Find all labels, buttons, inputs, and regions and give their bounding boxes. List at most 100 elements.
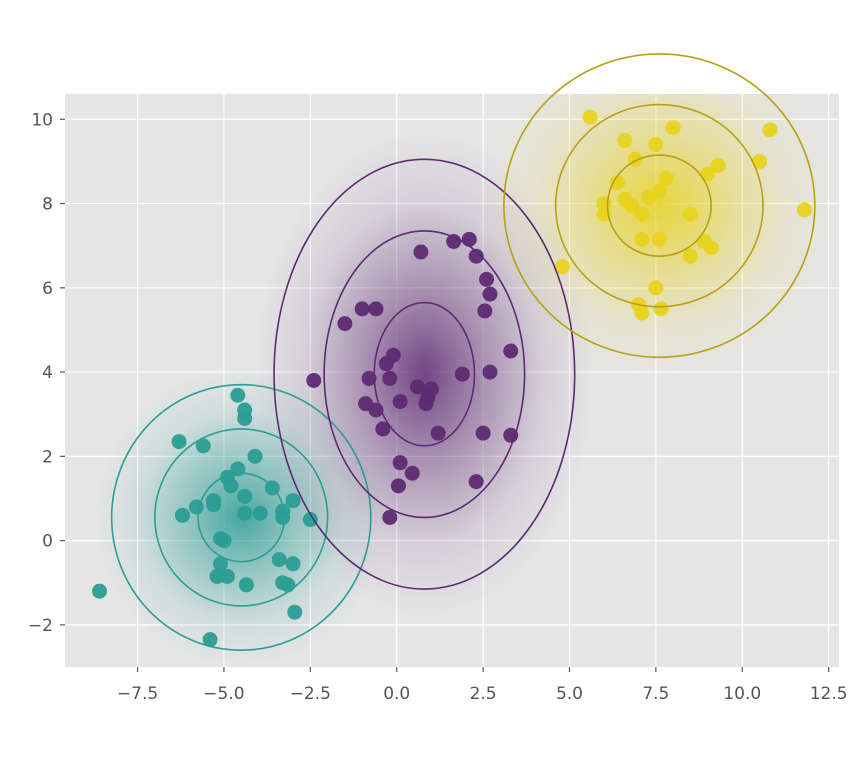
- data-point: [482, 364, 498, 380]
- x-tick-label: −5.0: [203, 684, 244, 704]
- data-point: [382, 370, 398, 386]
- data-point: [582, 109, 598, 125]
- data-point: [404, 465, 420, 481]
- y-tick-label: 8: [42, 195, 53, 215]
- data-point: [375, 421, 391, 437]
- data-point: [796, 202, 812, 218]
- data-point: [174, 507, 190, 523]
- cluster-contour: [154, 428, 329, 607]
- data-point: [252, 505, 268, 521]
- data-point: [700, 166, 716, 182]
- x-tick-label: 12.5: [810, 684, 848, 704]
- data-point: [171, 434, 187, 450]
- data-point: [92, 583, 108, 599]
- data-point: [479, 271, 495, 287]
- cluster-contour: [554, 103, 764, 308]
- data-point: [368, 301, 384, 317]
- data-point: [237, 410, 253, 426]
- data-point: [648, 137, 664, 153]
- data-point: [247, 448, 263, 464]
- data-point: [285, 493, 301, 509]
- data-point: [354, 301, 370, 317]
- data-point: [390, 478, 406, 494]
- data-point: [238, 577, 254, 593]
- data-point: [423, 381, 439, 397]
- data-point: [206, 497, 222, 513]
- x-tick-label: −7.5: [117, 684, 158, 704]
- data-point: [230, 387, 246, 403]
- data-point: [392, 394, 408, 410]
- data-point: [610, 174, 626, 190]
- data-point: [237, 505, 253, 521]
- data-point: [653, 301, 669, 317]
- data-point: [237, 488, 253, 504]
- cluster-contour: [606, 154, 712, 258]
- data-point: [209, 568, 225, 584]
- y-tick-label: 2: [42, 447, 53, 467]
- data-point: [651, 183, 667, 199]
- data-point: [413, 244, 429, 260]
- y-tick-label: 4: [42, 363, 53, 383]
- cluster-contour: [373, 301, 476, 447]
- data-point: [648, 280, 664, 296]
- data-point: [337, 316, 353, 332]
- data-point: [752, 153, 768, 169]
- y-tick-label: 6: [42, 279, 53, 299]
- data-point: [468, 474, 484, 490]
- data-point: [762, 122, 778, 138]
- data-point: [382, 509, 398, 525]
- y-tick-label: −2: [28, 616, 53, 636]
- data-point: [468, 248, 484, 264]
- data-point: [665, 120, 681, 136]
- data-point: [446, 233, 462, 249]
- cluster-contour: [273, 158, 576, 590]
- cluster-density: [483, 94, 836, 378]
- data-point: [461, 231, 477, 247]
- cluster-contour: [110, 383, 372, 651]
- data-point: [285, 556, 301, 572]
- data-point: [223, 478, 239, 494]
- axes: −7.5 −5.0 −2.5 0.0 2.5 5.0 7.5 10.0 12.5 −2 0 2 4 6 8 1…: [28, 110, 848, 704]
- data-point: [634, 206, 650, 222]
- data-point: [454, 366, 470, 382]
- data-point: [682, 248, 698, 264]
- data-point: [385, 347, 401, 363]
- data-point: [634, 305, 650, 321]
- data-point: [409, 379, 425, 395]
- data-point: [624, 198, 640, 214]
- cluster-contour: [197, 472, 286, 563]
- cluster-contour: [503, 53, 816, 359]
- x-tick-label: 7.5: [642, 684, 669, 704]
- x-tick-label: 0.0: [383, 684, 410, 704]
- y-tick-label: 10: [31, 110, 53, 130]
- x-tick-label: 2.5: [470, 684, 497, 704]
- data-point: [475, 425, 491, 441]
- data-point: [418, 396, 434, 412]
- cluster-contour: [323, 230, 526, 519]
- x-tick-label: −2.5: [290, 684, 331, 704]
- x-tick-label: 5.0: [556, 684, 583, 704]
- data-point: [212, 556, 228, 572]
- data-point: [477, 303, 493, 319]
- data-point: [271, 552, 287, 568]
- data-point: [195, 438, 211, 454]
- data-point: [651, 231, 667, 247]
- data-point: [302, 512, 318, 528]
- data-point: [658, 170, 674, 186]
- data-point: [634, 231, 650, 247]
- data-point: [216, 533, 232, 549]
- data-point: [392, 455, 408, 471]
- data-point: [202, 632, 218, 648]
- data-point: [703, 240, 719, 256]
- data-point: [280, 577, 296, 593]
- data-point: [430, 425, 446, 441]
- y-tick-label: 0: [42, 532, 53, 552]
- data-point: [361, 370, 377, 386]
- data-point: [710, 158, 726, 174]
- plot-area: [92, 94, 836, 667]
- data-point: [555, 259, 571, 275]
- data-point: [287, 604, 303, 620]
- data-point: [219, 568, 235, 584]
- data-point: [503, 343, 519, 359]
